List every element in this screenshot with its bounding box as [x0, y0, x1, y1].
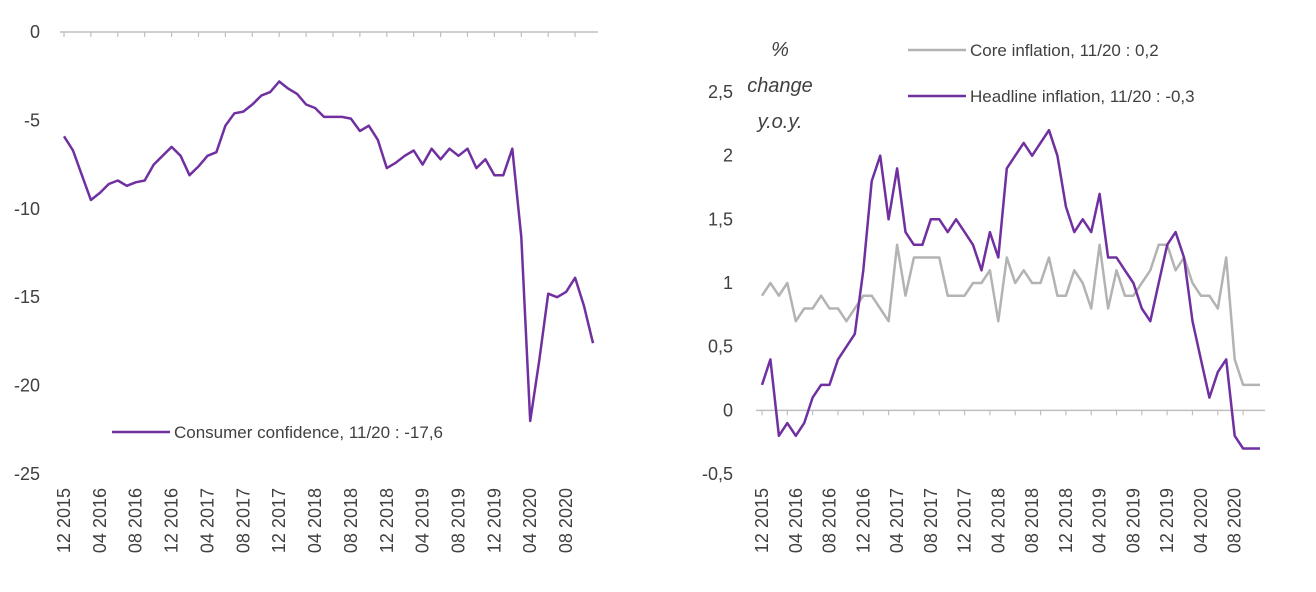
- series-line: [62, 80, 595, 423]
- y-tick-label: 1: [723, 273, 733, 293]
- x-tick-label: 04 2017: [197, 488, 217, 553]
- x-tick-label: 04 2018: [988, 488, 1008, 553]
- x-tick-label: 08 2019: [449, 488, 469, 553]
- x-tick-label: 12 2016: [162, 488, 182, 553]
- y-tick-label: -15: [14, 287, 40, 307]
- x-tick-label: 08 2016: [820, 488, 840, 553]
- unit-label-line: change: [747, 75, 813, 97]
- legend-label: Consumer confidence, 11/20 : -17,6: [174, 423, 443, 442]
- legend-label: Core inflation, 11/20 : 0,2: [970, 41, 1159, 60]
- y-tick-label: -20: [14, 376, 40, 396]
- x-tick-label: 08 2018: [1022, 488, 1042, 553]
- y-tick-label: 0: [30, 22, 40, 42]
- x-tick-label: 08 2017: [921, 488, 941, 553]
- x-tick-label: 04 2016: [90, 488, 110, 553]
- y-tick-label: 2: [723, 146, 733, 166]
- x-tick-label: 04 2019: [1090, 488, 1110, 553]
- y-tick-label: 1,5: [708, 209, 733, 229]
- x-tick-label: 12 2016: [853, 488, 873, 553]
- x-tick-label: 04 2019: [413, 488, 433, 553]
- x-tick-label: 12 2015: [54, 488, 74, 553]
- y-axis-unit-label: % change y.o.y.: [747, 39, 813, 133]
- chart-panel-1: 0 -5 -10 -15 -20 -25 12 2015 04 2016 08 2016 12 2…: [14, 22, 598, 553]
- x-tick-label: 08 2020: [1225, 488, 1245, 553]
- x-tick-label: 12 2019: [484, 488, 504, 553]
- x-tick-label: 08 2017: [233, 488, 253, 553]
- y-tick-label: -0,5: [702, 464, 733, 484]
- y-tick-label: 0,5: [708, 337, 733, 357]
- x-tick-label: 04 2016: [786, 488, 806, 553]
- y-tick-label: -5: [24, 110, 40, 130]
- x-tick-label: 04 2018: [305, 488, 325, 553]
- y-tick-label: -10: [14, 199, 40, 219]
- series-line: [760, 128, 1260, 450]
- unit-label-line: y.o.y.: [756, 111, 803, 133]
- x-tick-label: 08 2019: [1123, 488, 1143, 553]
- chart-panel-2: 2,5 2 1,5 1 0,5 0 -0,5 12 2015 04 2016 08 2016 12 …: [702, 39, 1265, 553]
- y-tick-label: -25: [14, 464, 40, 484]
- x-tick-label: 12 2018: [377, 488, 397, 553]
- x-tick-label: 04 2020: [1191, 488, 1211, 553]
- x-tick-label: 08 2020: [556, 488, 576, 553]
- x-tick-label: 04 2017: [887, 488, 907, 553]
- y-tick-label: 0: [723, 400, 733, 420]
- x-tick-label: 08 2016: [126, 488, 146, 553]
- x-tick-label: 12 2017: [269, 488, 289, 553]
- y-tick-label: 2,5: [708, 82, 733, 102]
- series-line: [760, 243, 1260, 387]
- x-tick-label: 12 2018: [1056, 488, 1076, 553]
- x-tick-label: 12 2017: [955, 488, 975, 553]
- x-tick-label: 04 2020: [520, 488, 540, 553]
- x-tick-label: 12 2015: [752, 488, 772, 553]
- x-tick-label: 12 2019: [1157, 488, 1177, 553]
- unit-label-line: %: [771, 39, 789, 61]
- legend-label: Headline inflation, 11/20 : -0,3: [970, 87, 1195, 106]
- x-tick-label: 08 2018: [341, 488, 361, 553]
